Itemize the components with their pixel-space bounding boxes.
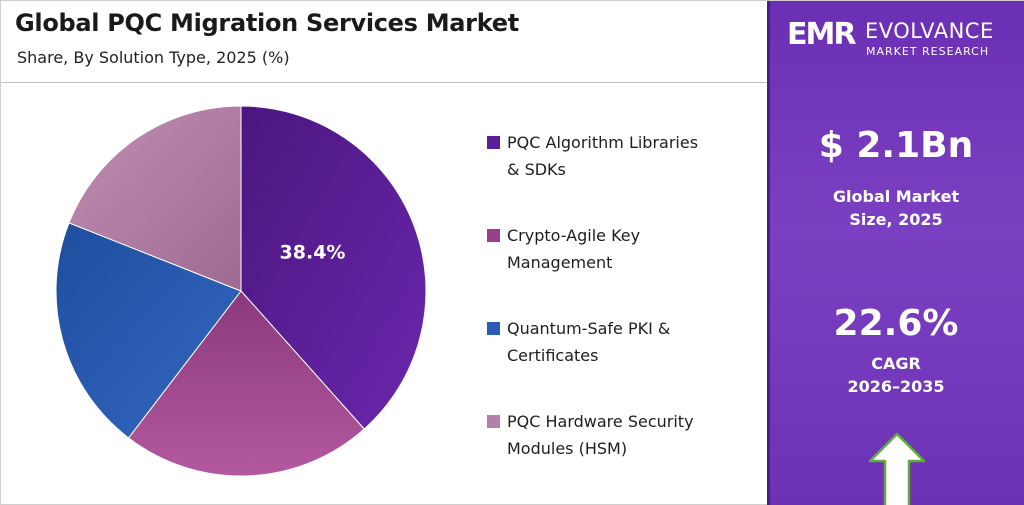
legend-label-line1: Crypto-Agile Key [507, 226, 641, 245]
pie-data-label: 38.4% [280, 242, 346, 264]
legend-swatch [487, 415, 500, 428]
cagr-label: CAGR [871, 354, 921, 373]
legend-item: Quantum-Safe PKI & Certificates [487, 315, 757, 369]
legend-item: Crypto-Agile Key Management [487, 222, 757, 276]
growth-arrow-icon [868, 432, 926, 505]
market-size-value: $ 2.1Bn [818, 125, 974, 166]
market-size-label-line2: Size, 2025 [849, 210, 943, 229]
logo-tagline: MARKET RESEARCH [866, 45, 990, 58]
legend-swatch [487, 229, 500, 242]
legend-item: PQC Algorithm Libraries & SDKs [487, 129, 757, 183]
legend-item: PQC Hardware Security Modules (HSM) [487, 408, 757, 462]
cagr-value: 22.6% [833, 303, 959, 344]
pie-chart: 38.4% [55, 105, 427, 477]
market-size-label-line1: Global Market [832, 187, 960, 206]
legend-label-line1: PQC Hardware Security [507, 412, 694, 431]
legend-label-line1: PQC Algorithm Libraries [507, 133, 699, 152]
brand-logo: EMR EVOLVANCE MARKET RESEARCH [787, 15, 1017, 59]
cagr-period: 2026–2035 [847, 377, 945, 396]
legend-label-line2: Certificates [507, 346, 599, 365]
pie-slice-1 [240, 105, 427, 430]
pie-slice-2 [127, 290, 365, 477]
stats-panel: EMR EVOLVANCE MARKET RESEARCH $ 2.1Bn Gl… [767, 1, 1024, 505]
header-divider [1, 82, 767, 83]
logo-name: EVOLVANCE [865, 19, 994, 43]
logo-mark: EMR [787, 17, 856, 52]
chart-panel: Global PQC Migration Services Market Sha… [1, 1, 767, 505]
legend-label-line2: Modules (HSM) [507, 439, 628, 458]
legend-swatch [487, 136, 500, 149]
pie-slice-4 [68, 105, 242, 292]
legend-label-line1: Quantum-Safe PKI & [507, 319, 671, 338]
chart-title: Global PQC Migration Services Market [15, 9, 519, 37]
legend-swatch [487, 322, 500, 335]
legend-label-line2: Management [507, 253, 613, 272]
legend-label-line2: & SDKs [507, 160, 566, 179]
pie-slice-3 [55, 222, 242, 439]
chart-subtitle: Share, By Solution Type, 2025 (%) [17, 48, 290, 67]
